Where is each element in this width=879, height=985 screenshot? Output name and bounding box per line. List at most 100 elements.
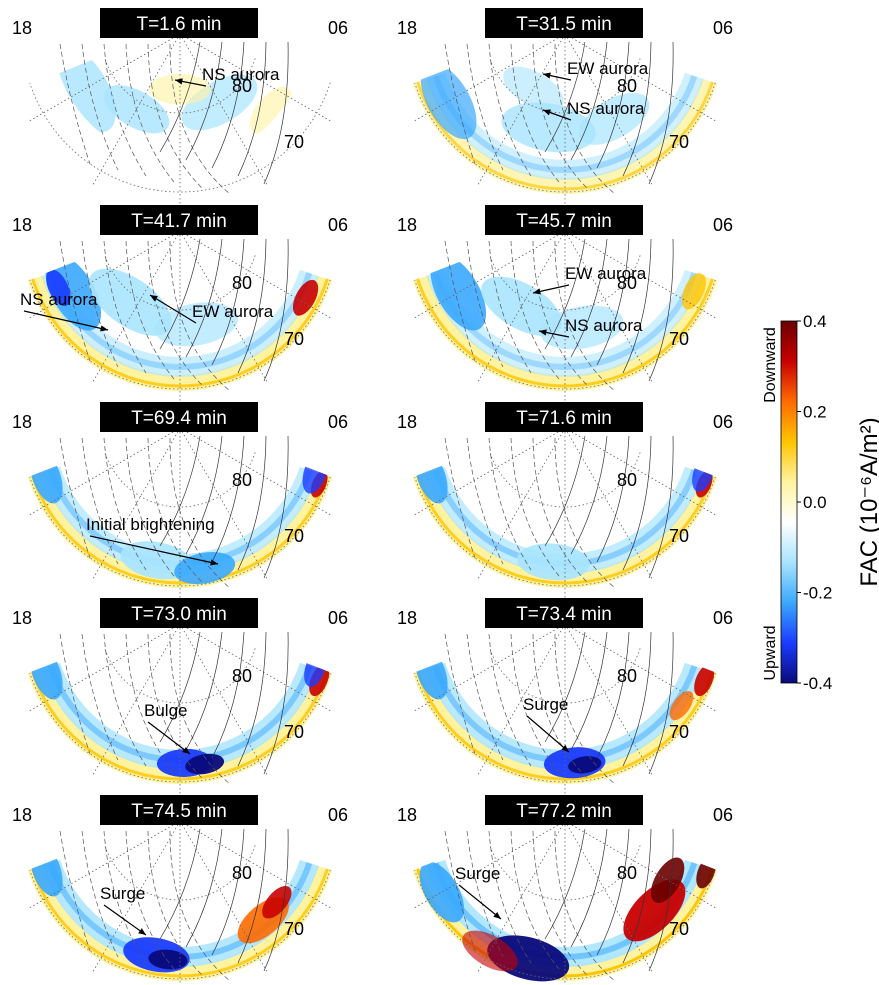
mlt-meridian xyxy=(564,230,653,383)
lat-label-70: 70 xyxy=(284,329,304,349)
annotation-arrowhead xyxy=(539,329,547,336)
positive-contour xyxy=(263,631,289,775)
panel-title-box xyxy=(485,795,643,825)
fac-blob xyxy=(568,756,602,774)
fac-blob xyxy=(46,269,71,306)
positive-contour xyxy=(211,435,245,563)
fac-blob xyxy=(262,885,292,919)
positive-contour xyxy=(237,41,267,177)
mlt-label-18: 18 xyxy=(397,805,417,825)
mlt-meridian xyxy=(179,33,268,186)
panel-title: T=1.6 min xyxy=(136,14,221,35)
annotation-arrowhead xyxy=(100,325,108,332)
fac-blob xyxy=(669,690,694,721)
mlt-meridian xyxy=(413,623,566,712)
positive-contour xyxy=(211,828,245,956)
annotation-label: NS aurora xyxy=(202,65,280,84)
latitude-circle xyxy=(414,869,716,980)
fac-blob xyxy=(249,86,292,134)
mlt-meridian xyxy=(92,427,181,580)
positive-contour xyxy=(596,631,630,759)
lat-label-70: 70 xyxy=(669,132,689,152)
negative-contour xyxy=(488,830,532,964)
fac-heatmap xyxy=(27,842,333,981)
negative-contour xyxy=(532,240,588,386)
annotation-arrow xyxy=(458,884,502,920)
negative-contour xyxy=(532,437,588,583)
latitude-circle xyxy=(489,452,641,508)
downward-current-edge xyxy=(416,475,714,585)
negative-contour xyxy=(147,633,203,779)
panel-10: 18 06 80 70 T=77.2 min Surge xyxy=(397,795,733,985)
panel-title: T=69.4 min xyxy=(131,408,227,429)
negative-contour xyxy=(554,437,616,589)
annotation-label: EW aurora xyxy=(192,302,274,321)
positive-contour xyxy=(185,41,223,161)
positive-contour xyxy=(570,435,608,555)
mlt-label-06: 06 xyxy=(328,412,348,432)
colorbar: 0.4 0.2 0.0 -0.2 -0.4 Downward Upward FAC (10⁻⁶… xyxy=(762,312,879,693)
annotation-label: NS aurora xyxy=(565,316,643,335)
mlt-label-06: 06 xyxy=(328,18,348,38)
mlt-meridian xyxy=(413,33,566,122)
positive-contour xyxy=(263,435,289,579)
lat-label-70: 70 xyxy=(284,132,304,152)
mlt-meridian xyxy=(413,427,566,516)
annotation-arrow xyxy=(89,535,219,565)
mlt-meridian xyxy=(92,820,181,973)
annotation-arrowhead xyxy=(533,288,541,295)
panel-title: T=45.7 min xyxy=(516,211,612,232)
negative-contour xyxy=(125,43,175,183)
latitude-circle xyxy=(489,58,641,114)
annotation-arrow xyxy=(147,721,191,755)
mlt-meridian xyxy=(564,623,653,776)
negative-contour xyxy=(103,240,147,374)
positive-contour xyxy=(211,238,245,366)
fac-blob xyxy=(501,102,596,153)
positive-contour xyxy=(263,828,289,972)
mlt-label-06: 06 xyxy=(713,215,733,235)
mlt-meridian xyxy=(564,33,717,122)
negative-contour xyxy=(147,240,203,386)
negative-contour xyxy=(488,633,532,767)
fac-blob xyxy=(148,949,188,970)
panel-title: T=73.0 min xyxy=(131,604,227,625)
mlt-meridian xyxy=(477,230,566,383)
lat-label-80: 80 xyxy=(232,273,252,293)
fac-blob xyxy=(540,305,624,350)
latitude-circle xyxy=(29,476,331,587)
positive-contour xyxy=(185,631,223,751)
positive-contour xyxy=(263,238,289,382)
latitude-circle xyxy=(489,255,641,311)
positive-contour xyxy=(159,828,201,940)
mlt-meridian xyxy=(564,820,653,973)
annotation-arrow xyxy=(103,904,147,936)
negative-contour xyxy=(103,633,147,767)
colorbar-tick-label: -0.2 xyxy=(803,584,832,603)
negative-contour xyxy=(147,830,203,976)
mlt-label-18: 18 xyxy=(12,215,32,235)
positive-contour xyxy=(185,238,223,358)
panel-2: 18 06 80 70 T=31.5 min EW aurora NS aurora xyxy=(397,8,733,209)
mlt-meridian xyxy=(92,623,181,776)
fac-heatmap xyxy=(412,449,718,588)
mlt-meridian xyxy=(477,820,566,973)
latitude-circle xyxy=(104,255,256,311)
positive-contour xyxy=(570,238,608,358)
panel-3: 18 06 80 70 T=41.7 min NS aurora EW aurora xyxy=(12,205,348,406)
fac-heatmap xyxy=(412,63,718,194)
fac-blob xyxy=(149,73,211,105)
positive-contour xyxy=(622,631,652,767)
negative-contour xyxy=(169,240,231,392)
fac-blob xyxy=(503,66,564,111)
negative-contour xyxy=(169,633,231,785)
panel-title-box xyxy=(100,402,258,432)
annotation-label: Surge xyxy=(100,884,145,903)
fac-blob xyxy=(462,930,518,972)
positive-contour xyxy=(648,435,674,579)
panel-4: 18 06 80 70 T=45.7 min EW aurora NS aurora xyxy=(397,205,733,406)
positive-contour xyxy=(544,41,586,153)
mlt-label-18: 18 xyxy=(12,412,32,432)
fac-blob xyxy=(578,92,650,145)
